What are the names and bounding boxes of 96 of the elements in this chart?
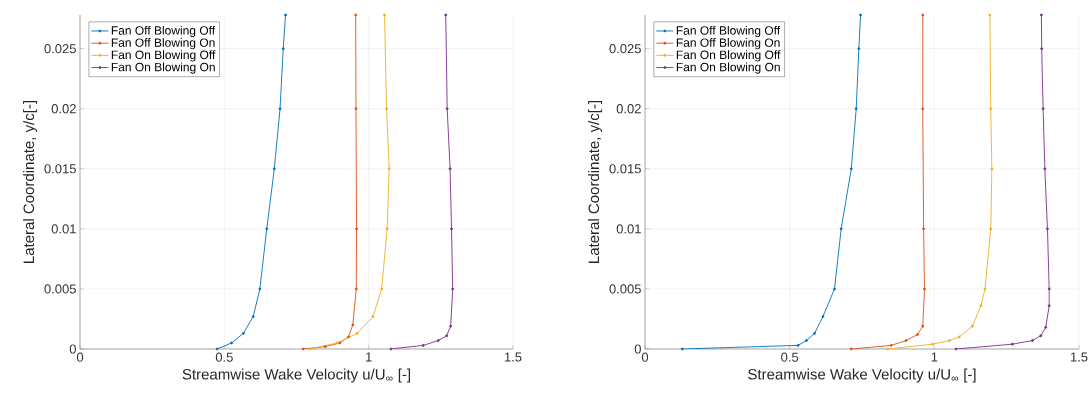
point: [904, 339, 908, 343]
y-tick-label: 0.025: [609, 44, 641, 54]
x-tick-label: 1.5: [504, 352, 522, 362]
x-tick-label: 1.5: [1070, 352, 1088, 362]
point: [387, 167, 391, 171]
legend-label: Fan On Blowing On: [111, 62, 215, 74]
point: [921, 107, 925, 111]
point: [921, 13, 925, 17]
legend-label: Fan Off Blowing Off: [676, 25, 781, 38]
x-tick-label: 1: [931, 352, 938, 362]
point: [989, 107, 993, 111]
point: [990, 167, 994, 171]
point: [308, 347, 312, 351]
point: [215, 347, 219, 351]
point: [979, 304, 983, 308]
point: [448, 167, 452, 171]
x-tick-label: 0.5: [781, 352, 799, 362]
point: [323, 345, 327, 349]
point: [272, 167, 276, 171]
point: [450, 227, 453, 231]
point: [886, 347, 890, 351]
y-tick-label: 0.015: [609, 164, 641, 174]
point: [854, 107, 858, 111]
point: [278, 107, 282, 111]
point: [989, 227, 993, 231]
y-tick-label: 0.02: [616, 104, 641, 114]
point: [265, 227, 269, 231]
point: [444, 13, 448, 17]
point: [1011, 342, 1014, 346]
point: [849, 347, 853, 351]
y-tick-label: 0.01: [616, 224, 641, 234]
point: [351, 323, 355, 327]
point: [1040, 47, 1044, 51]
y-tick-label: 0: [69, 344, 76, 354]
legend-label: Fan Off Blowing On: [111, 38, 215, 50]
y-axis-title: Lateral Coordinate, y/c[-]: [23, 100, 38, 263]
legend-label: Fan On Blowing Off: [111, 50, 216, 62]
point: [889, 343, 893, 347]
point: [347, 335, 350, 339]
point: [355, 227, 358, 231]
legend-label: Fan Off Blowing Off: [111, 25, 216, 38]
point: [922, 227, 926, 231]
y-tick-label: 0.02: [51, 104, 76, 114]
point: [921, 324, 925, 328]
y-tick-label: 0.005: [609, 284, 641, 294]
point: [839, 227, 843, 231]
point: [796, 343, 800, 347]
point: [988, 13, 992, 17]
legend-label: Fan On Blowing On: [676, 62, 780, 74]
point: [857, 47, 861, 51]
point: [281, 47, 285, 51]
point: [821, 315, 825, 318]
point: [805, 339, 808, 343]
point: [957, 335, 961, 339]
legend-label: Fan On Blowing Off: [676, 50, 781, 62]
y-tick-label: 0.025: [44, 44, 76, 54]
point: [385, 107, 389, 111]
y-tick-label: 0.015: [44, 164, 76, 174]
point: [445, 334, 449, 338]
point: [389, 347, 393, 351]
x-tick-label: 0: [641, 352, 649, 362]
point: [849, 167, 853, 171]
point: [301, 347, 305, 351]
point: [971, 324, 974, 328]
point: [421, 343, 425, 347]
point: [859, 13, 862, 17]
y-tick-label: 0: [634, 344, 641, 354]
point: [436, 339, 440, 343]
x-tick-label: 0: [76, 352, 84, 362]
y-axis-title: Lateral Coordinate, y/c[-]: [588, 100, 603, 263]
point: [954, 347, 958, 351]
point: [230, 341, 234, 345]
point: [445, 107, 449, 111]
point: [947, 339, 951, 343]
x-tick-label: 0.5: [215, 352, 233, 362]
x-axis-title: Streamwise Wake Velocity u/U$_{∞}$ [-]: [748, 368, 976, 383]
x-axis-title: Streamwise Wake Velocity u/U$_{∞}$ [-]: [182, 368, 411, 383]
point: [383, 13, 386, 17]
x-tick-label: 1: [366, 352, 372, 362]
point: [284, 13, 287, 17]
point: [1043, 167, 1047, 171]
point: [354, 13, 358, 17]
point: [916, 333, 919, 337]
point: [251, 315, 255, 318]
point: [1046, 227, 1049, 231]
point: [1041, 107, 1045, 111]
point: [1030, 339, 1034, 343]
point: [931, 342, 935, 346]
point: [371, 315, 375, 318]
point: [1039, 334, 1043, 338]
point: [385, 227, 389, 231]
point: [680, 347, 684, 351]
y-tick-label: 0.01: [51, 224, 76, 234]
y-tick-label: 0.005: [44, 284, 76, 294]
point: [354, 107, 358, 111]
legend-label: Fan Off Blowing On: [676, 38, 780, 50]
